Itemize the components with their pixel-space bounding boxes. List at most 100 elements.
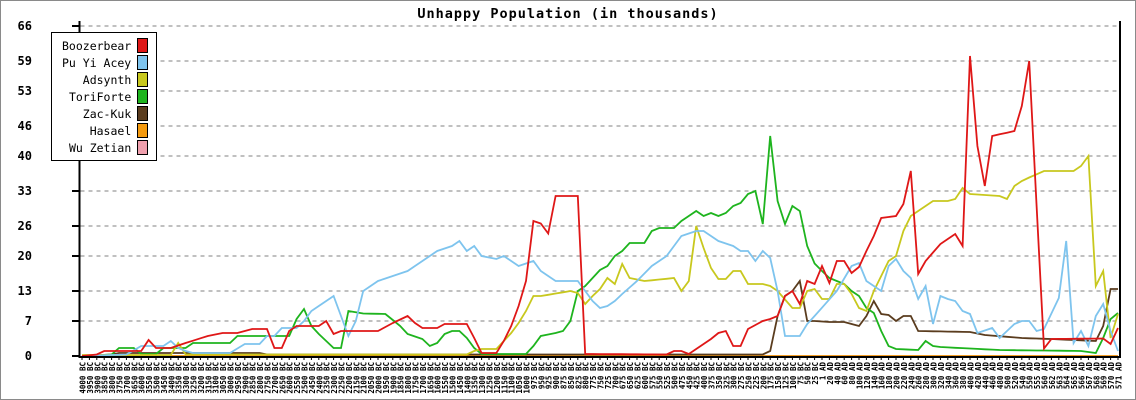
x-axis-tick-label: 400 BC xyxy=(700,362,709,389)
x-axis-tick-label: 800 BC xyxy=(582,362,591,389)
x-axis-tick-label: 2250 BC xyxy=(338,362,347,394)
x-axis-tick-label: 2100 BC xyxy=(360,362,369,394)
x-axis-tick-label: 320 AD xyxy=(937,362,946,390)
x-axis-tick-label: 300 BC xyxy=(730,362,739,389)
x-axis-tick-label: 825 BC xyxy=(574,362,583,389)
x-axis-tick-label: 120 AD xyxy=(863,362,872,390)
x-axis-tick-label: 260 AD xyxy=(915,362,924,390)
x-axis-tick-label: 3800 BC xyxy=(108,362,117,394)
y-axis-tick-label: 33 xyxy=(18,184,32,198)
x-axis-tick-label: 975 BC xyxy=(530,362,539,389)
x-axis-tick-label: 555 AD xyxy=(1033,362,1042,390)
x-axis-tick-label: 3200 BC xyxy=(197,362,206,394)
x-axis-tick-label: 125 BC xyxy=(782,362,791,389)
x-axis-tick-label: 675 BC xyxy=(619,362,628,389)
x-axis-tick-label: 20 AD xyxy=(826,362,835,385)
x-axis-tick-label: 2750 BC xyxy=(264,362,273,394)
x-axis-tick-label: 275 BC xyxy=(737,362,746,389)
x-axis-tick-label: 3100 BC xyxy=(212,362,221,394)
x-axis-tick-label: 240 AD xyxy=(907,362,916,390)
x-axis-tick-label: 1650 BC xyxy=(426,362,435,394)
x-axis-tick-label: 1200 BC xyxy=(493,362,502,394)
x-axis-tick-label: 1050 BC xyxy=(515,362,524,394)
legend-label: Boozerbear xyxy=(62,38,132,53)
legend-swatch xyxy=(137,140,149,155)
y-axis-tick-label: 66 xyxy=(18,19,32,33)
x-axis-tick-label: 400 AD xyxy=(967,362,976,390)
x-axis-tick-label: 3550 BC xyxy=(145,362,154,394)
x-axis-tick-label: 700 BC xyxy=(611,362,620,389)
x-axis-tick-label: 2300 BC xyxy=(330,362,339,394)
x-axis-tick-label: 3450 BC xyxy=(160,362,169,394)
x-axis-tick-label: 2700 BC xyxy=(271,362,280,394)
x-axis-tick-label: 375 BC xyxy=(708,362,717,389)
x-axis-tick-label: 564 AD xyxy=(1063,362,1072,390)
x-axis-tick-label: 175 BC xyxy=(767,362,776,389)
x-axis-tick-label: 1850 BC xyxy=(397,362,406,394)
x-axis-tick-label: 3950 BC xyxy=(86,362,95,394)
x-axis-tick-label: 2500 BC xyxy=(301,362,310,394)
x-axis-tick-label: 480 AD xyxy=(996,362,1005,390)
legend-label: Wu Zetian xyxy=(68,140,132,155)
x-axis-tick-label: 2900 BC xyxy=(241,362,250,394)
x-axis-tick-label: 1600 BC xyxy=(434,362,443,394)
x-axis-tick-label: 550 AD xyxy=(1026,362,1035,390)
x-axis-tick-label: 650 BC xyxy=(626,362,635,389)
x-axis-tick-label: 1800 BC xyxy=(404,362,413,394)
legend-swatch xyxy=(137,72,149,87)
x-axis-tick-label: 567 AD xyxy=(1085,362,1094,390)
x-axis-tick-label: 500 BC xyxy=(671,362,680,389)
legend-item-toriforte: ToriForte xyxy=(62,88,149,105)
chart-title: Unhappy Population (in thousands) xyxy=(417,6,719,22)
x-axis-tick-label: 425 BC xyxy=(693,362,702,389)
x-axis-tick-label: 225 BC xyxy=(752,362,761,389)
y-axis-tick-label: 0 xyxy=(25,349,32,363)
x-axis-tick-label: 2400 BC xyxy=(315,362,324,394)
legend-item-boozerbear: Boozerbear xyxy=(62,37,149,54)
x-axis-tick-label: 568 AD xyxy=(1092,362,1101,390)
x-axis-tick-label: 1300 BC xyxy=(478,362,487,394)
x-axis-tick-label: 3050 BC xyxy=(219,362,228,394)
x-axis-tick-label: 1500 BC xyxy=(449,362,458,394)
x-axis-tick-label: 3500 BC xyxy=(153,362,162,394)
series-line-boozerbear xyxy=(81,55,1119,357)
x-axis-tick-label: 200 BC xyxy=(759,362,768,389)
x-axis-tick-label: 300 AD xyxy=(930,362,939,390)
x-axis-tick-label: 625 BC xyxy=(634,362,643,389)
x-axis-tick-label: 525 BC xyxy=(663,362,672,389)
x-axis-tick-label: 563 AD xyxy=(1055,362,1064,390)
x-axis-tick-label: 2600 BC xyxy=(286,362,295,394)
x-axis-tick-label: 3350 BC xyxy=(175,362,184,394)
x-axis-tick-label: 1250 BC xyxy=(486,362,495,394)
legend-swatch xyxy=(137,106,149,121)
x-axis-tick-label: 1550 BC xyxy=(441,362,450,394)
x-axis-tick-label: 2000 BC xyxy=(375,362,384,394)
series-line-adsynth xyxy=(82,153,1119,356)
x-axis-tick-label: 566 AD xyxy=(1078,362,1087,390)
x-axis-tick-label: 150 BC xyxy=(774,362,783,389)
x-axis-tick-label: 2200 BC xyxy=(345,362,354,394)
legend-item-adsynth: Adsynth xyxy=(62,71,149,88)
series-line-toriforte xyxy=(81,135,1119,357)
x-axis-tick-label: 1900 BC xyxy=(389,362,398,394)
x-axis-tick-label: 3300 BC xyxy=(182,362,191,394)
x-axis-tick-label: 550 BC xyxy=(656,362,665,389)
x-axis-tick-label: 725 BC xyxy=(604,362,613,389)
x-axis-tick-label: 750 BC xyxy=(597,362,606,389)
x-axis-tick-label: 500 AD xyxy=(1004,362,1013,390)
x-axis-tick-label: 1700 BC xyxy=(419,362,428,394)
x-axis-tick-label: 3600 BC xyxy=(138,362,147,394)
x-axis-tick-label: 2350 BC xyxy=(323,362,332,394)
x-axis-tick-label: 340 AD xyxy=(944,362,953,390)
x-axis-tick-label: 569 AD xyxy=(1100,362,1109,390)
x-axis-tick-label: 571 AD xyxy=(1115,362,1124,390)
x-axis-tick-label: 3250 BC xyxy=(190,362,199,394)
x-axis-tick-label: 420 AD xyxy=(974,362,983,390)
legend-swatch xyxy=(137,38,149,53)
x-axis-tick-label: 1000 BC xyxy=(523,362,532,394)
x-axis-tick-label: 2650 BC xyxy=(278,362,287,394)
x-axis-tick-label: 2800 BC xyxy=(256,362,265,394)
x-axis-tick-label: 1950 BC xyxy=(382,362,391,394)
x-axis-tick-label: 3700 BC xyxy=(123,362,132,394)
y-axis-tick-label: 26 xyxy=(18,219,32,233)
